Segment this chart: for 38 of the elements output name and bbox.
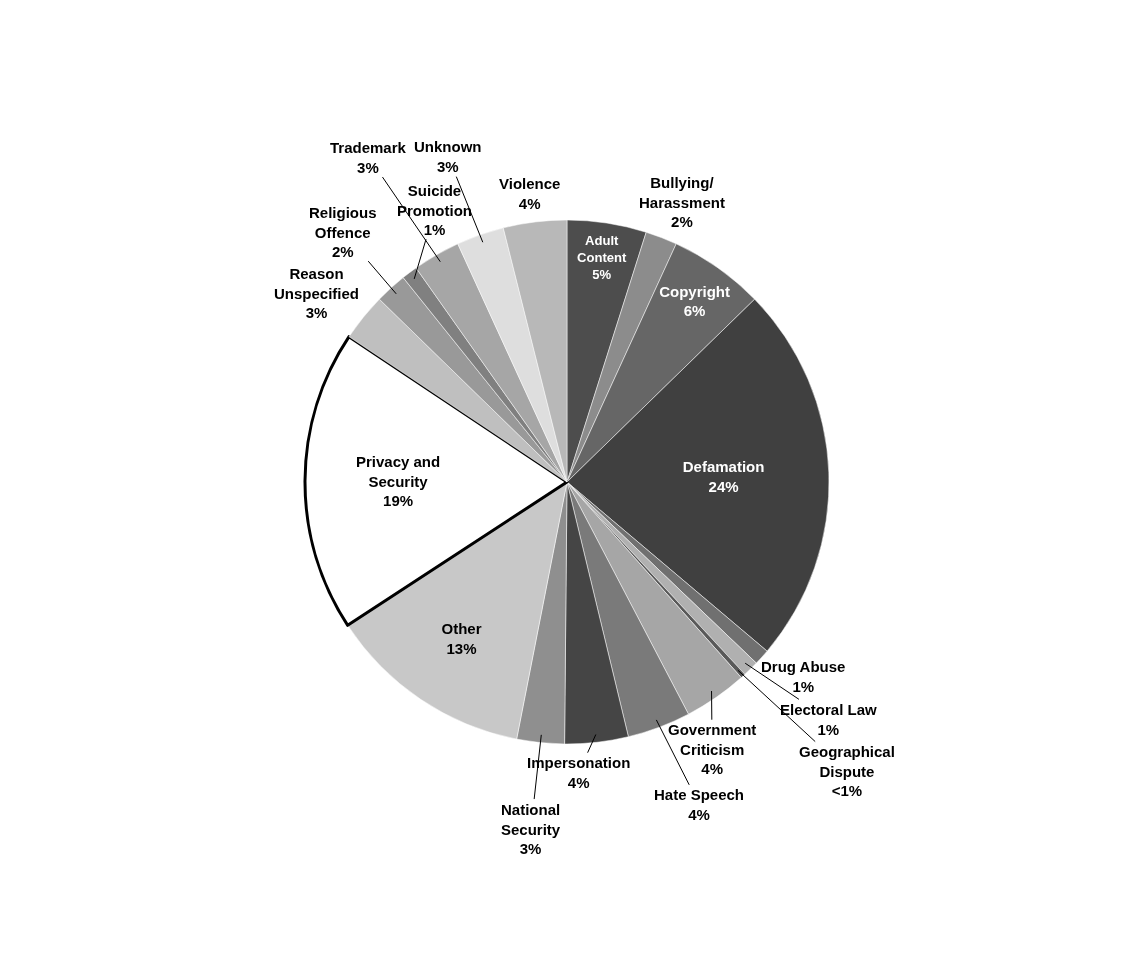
data-label: 1%	[423, 221, 446, 238]
data-label: 2%	[331, 243, 354, 260]
slice-label: Impersonation	[527, 754, 631, 771]
slice-label: Electoral Law	[780, 701, 878, 718]
data-label: 4%	[567, 773, 590, 791]
data-label: 3%	[305, 304, 328, 321]
slice-label: Hate Speech	[654, 786, 745, 803]
data-label: 4%	[518, 194, 541, 212]
slice-label: Reason Unspecified	[274, 265, 360, 302]
slice-label: Suicide Promotion	[397, 182, 472, 219]
data-label: 3%	[519, 840, 542, 857]
slice-label: Copyright	[659, 282, 731, 300]
data-label: 6%	[683, 302, 706, 320]
data-label: 4%	[701, 760, 724, 777]
slice-label: Adult Content	[577, 233, 628, 266]
slice-label: Privacy and Security	[355, 453, 441, 490]
slice-label: Government Criticism	[668, 721, 757, 758]
data-label: 19%	[383, 492, 414, 510]
data-label: 4%	[688, 805, 710, 823]
slice-label: Defamation	[682, 458, 765, 476]
slice-label: Trademark	[330, 139, 407, 156]
slice-label: National Security	[501, 801, 561, 838]
slice-label: Other	[441, 620, 482, 638]
slice-label: Drug Abuse	[761, 658, 846, 675]
data-label: 1%	[817, 720, 840, 738]
slice-label: Bullying/ Harassment	[639, 174, 725, 211]
data-label: 13%	[446, 639, 477, 657]
data-label: 1%	[792, 677, 815, 695]
data-label: 5%	[592, 267, 612, 283]
slice-label: Geographical Dispute	[799, 743, 895, 780]
data-label: 24%	[708, 477, 739, 495]
data-label: 3%	[357, 158, 379, 176]
slice-label: Unknown	[414, 138, 482, 155]
data-label: 3%	[436, 157, 459, 175]
slice-label: Religious Offence	[309, 204, 377, 241]
data-label: <1%	[831, 782, 863, 799]
data-label: 2%	[671, 213, 693, 230]
slice-label: Violence	[499, 175, 561, 192]
